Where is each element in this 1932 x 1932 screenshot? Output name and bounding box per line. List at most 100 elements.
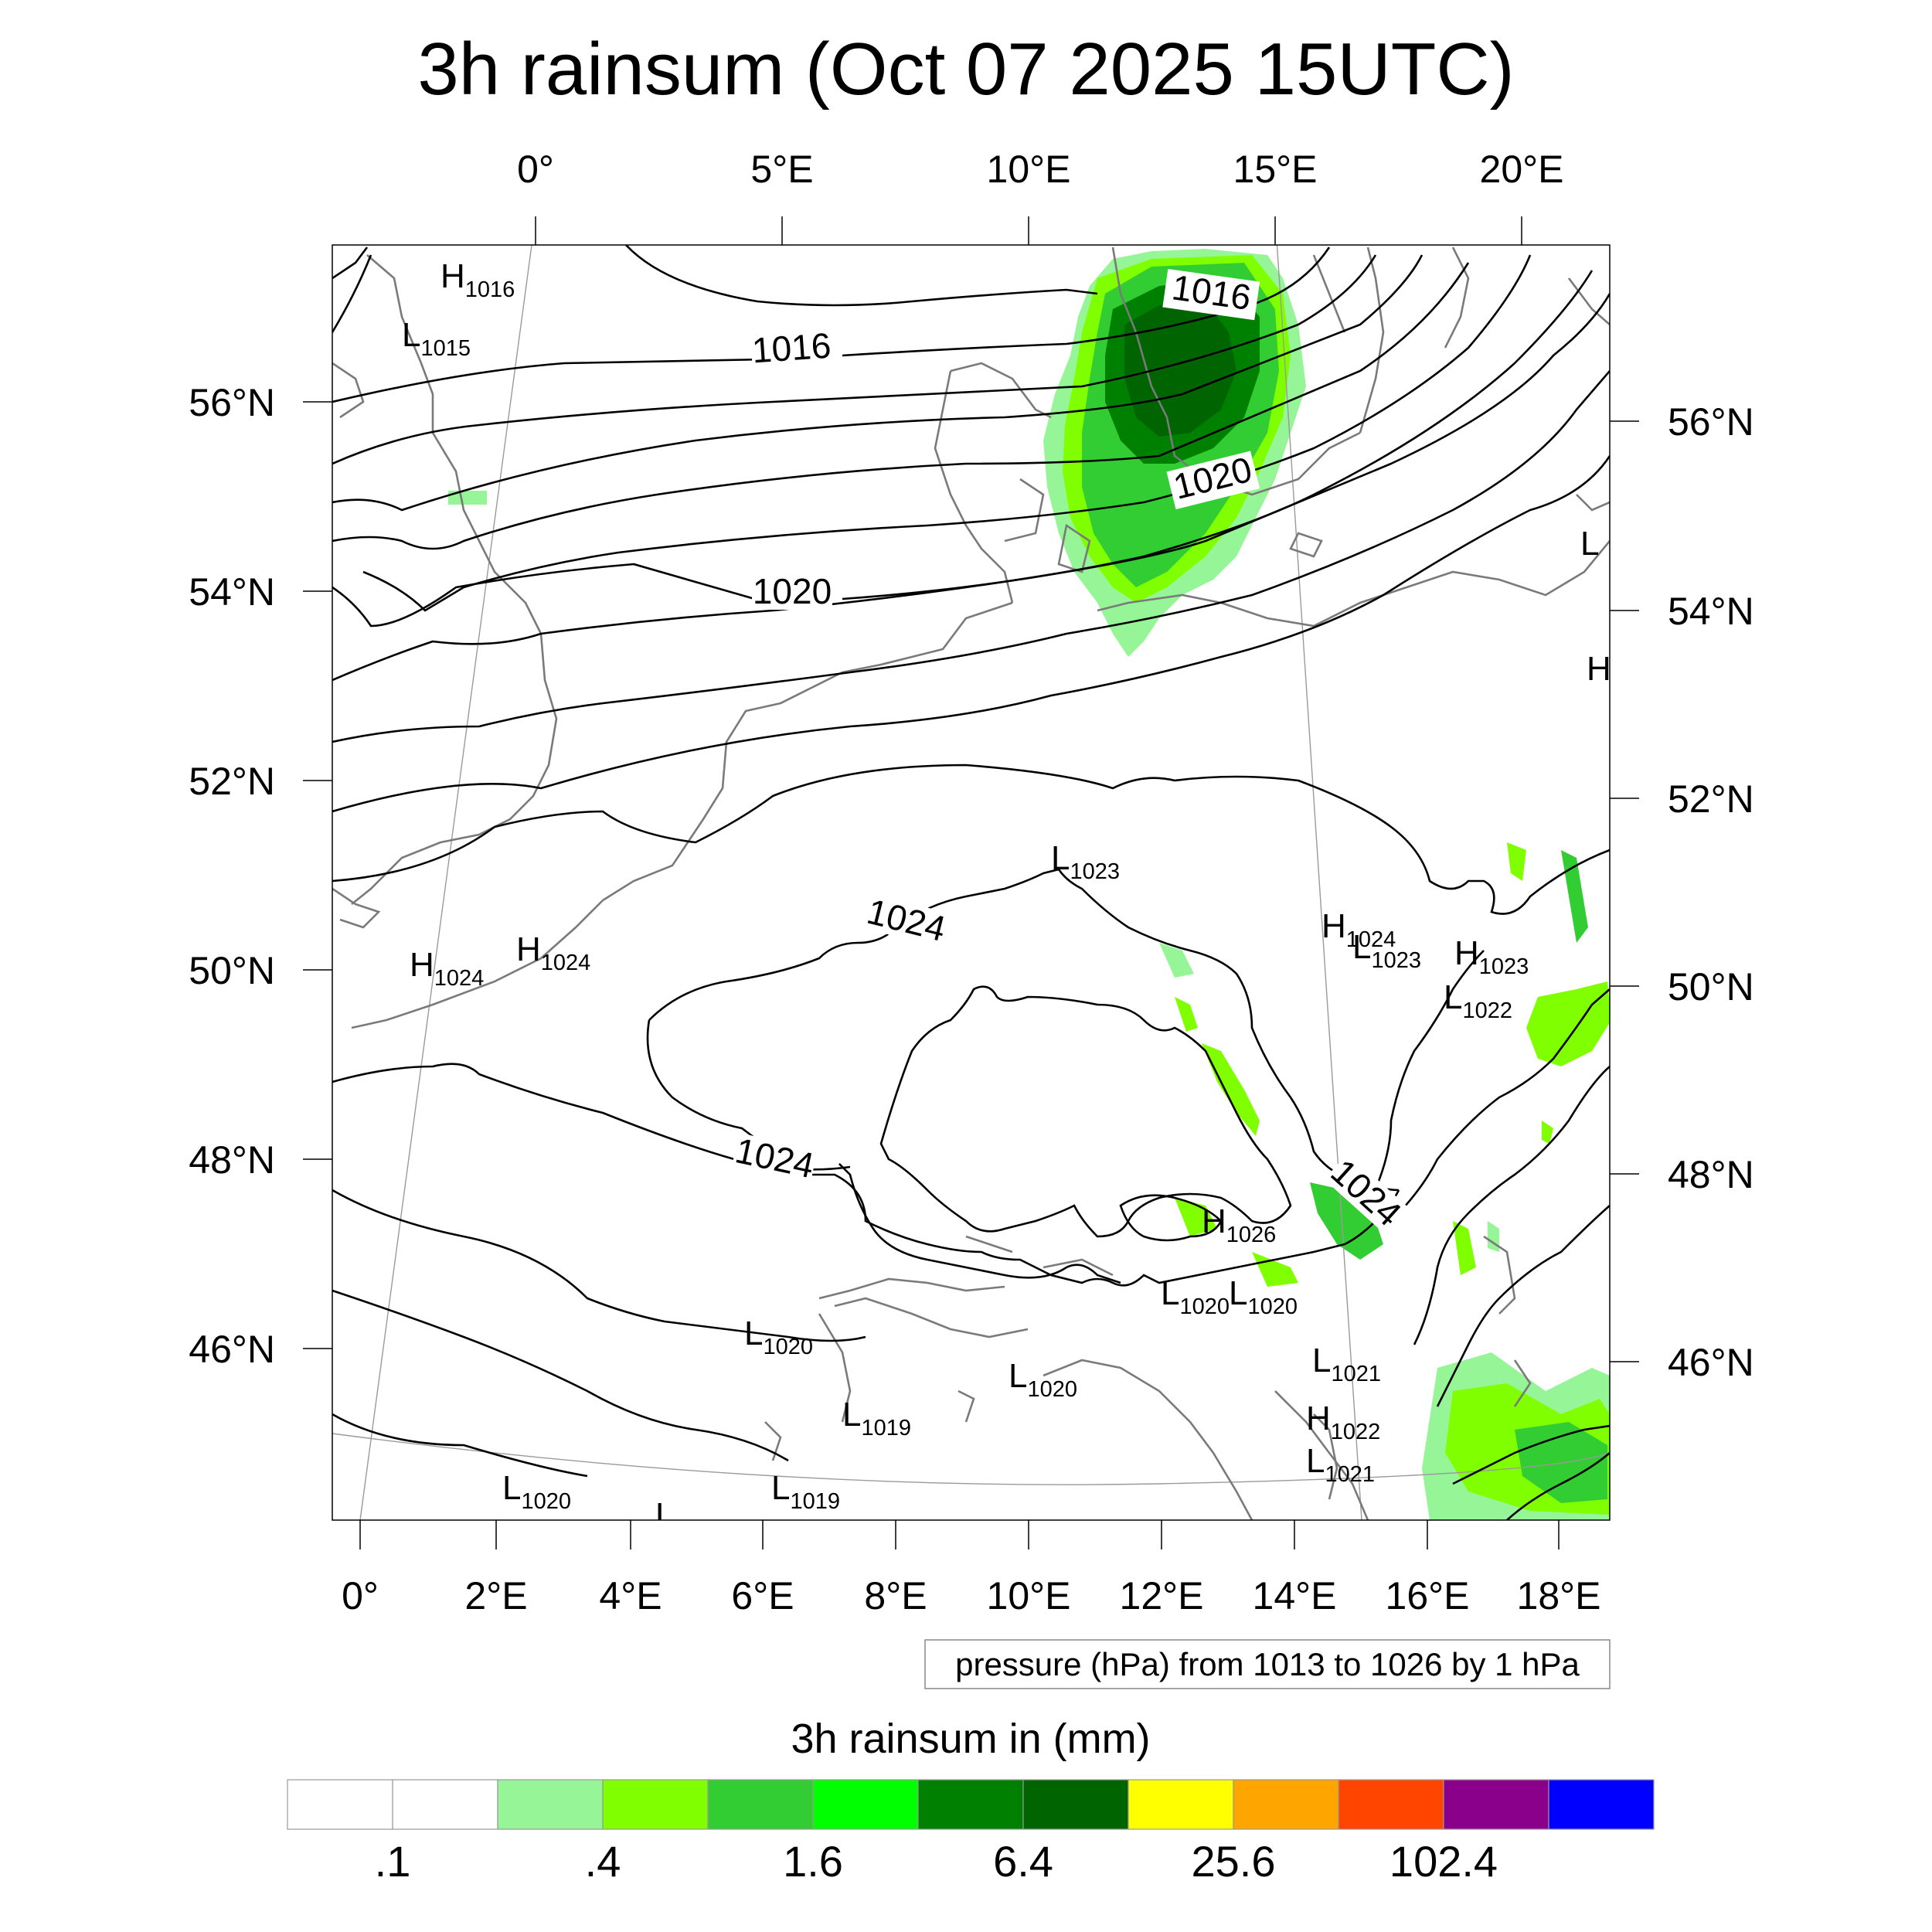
pressure-center-label: L1019 (842, 1396, 911, 1440)
pressure-center-label: L1023 (1352, 928, 1421, 973)
pressure-center-label: H1023 (1454, 934, 1529, 979)
rain-patch-central (1175, 1198, 1217, 1236)
pressure-center-label: L1015 (402, 316, 471, 361)
rain-patch-east (1542, 1121, 1553, 1144)
colorbar-swatch (917, 1779, 1024, 1830)
map-area (332, 245, 1610, 1520)
info-box: pressure (hPa) from 1013 to 1026 by 1 hP… (924, 1639, 1611, 1689)
tick-label: 56°N (1668, 400, 1754, 444)
tick-label: 46°N (189, 1328, 275, 1371)
left-ticks (303, 401, 332, 1349)
rain-patch-central (1202, 1043, 1260, 1136)
rain-patch (448, 491, 487, 505)
pressure-center-label: L1020 (502, 1469, 571, 1514)
tick-label: 48°N (1668, 1153, 1754, 1196)
isobar-label: 1020 (753, 571, 832, 611)
colorbar-swatch (1338, 1779, 1444, 1830)
rain-patch-east (1507, 842, 1526, 881)
pressure-center-label: H1024 (410, 946, 484, 991)
pressure-centers: H1016 L1015 L1023 H1024 H1024 H1024 L102… (402, 257, 1611, 1520)
tick-label: 8°E (864, 1574, 927, 1617)
pressure-center-label: L1020 (744, 1315, 813, 1359)
left-lat-labels: 56°N 54°N 52°N 50°N 48°N 46°N (189, 381, 275, 1371)
pressure-center-label: L1023 (1051, 839, 1120, 884)
colorbar-label: 6.4 (993, 1837, 1053, 1886)
colorbar-swatch (392, 1779, 498, 1830)
tick-label: 5°E (750, 148, 813, 191)
pressure-center-label: L1021 (1306, 1442, 1375, 1487)
colorbar-swatch (812, 1779, 919, 1830)
rain-patch-east (1561, 850, 1588, 943)
colorbar-swatch (497, 1779, 604, 1830)
pressure-center-label: L1022 (1444, 978, 1512, 1023)
tick-label: 16°E (1386, 1574, 1470, 1617)
pressure-center-label: L1019 (771, 1469, 840, 1514)
right-lat-labels: 56°N 54°N 52°N 50°N 48°N 46°N (1668, 400, 1754, 1384)
colorbar (287, 1779, 1655, 1830)
pressure-center-label: H1026 (1202, 1202, 1276, 1247)
top-lon-labels: 0° 5°E 10°E 15°E 20°E (517, 148, 1563, 191)
colorbar-label: .4 (585, 1837, 621, 1886)
tick-label: 50°N (1668, 965, 1754, 1009)
pressure-center-label: L1020 (1009, 1357, 1077, 1402)
tick-label: 54°N (189, 570, 275, 614)
tick-label: 4°E (599, 1574, 662, 1617)
tick-label: 14°E (1253, 1574, 1337, 1617)
tick-label: 10°E (987, 148, 1071, 191)
rain-patch-se (1453, 1221, 1476, 1275)
tick-label: 2°E (464, 1574, 527, 1617)
info-box-text: pressure (hPa) from 1013 to 1026 by 1 hP… (955, 1646, 1580, 1682)
map-title: 3h rainsum (Oct 07 2025 15UTC) (417, 28, 1514, 111)
coastlines (332, 247, 1610, 1520)
tick-label: 56°N (189, 381, 275, 424)
rain-darkest-north (1124, 301, 1236, 437)
rain-patch-central (1252, 1252, 1298, 1287)
tick-label: 52°N (189, 760, 275, 803)
top-ticks (535, 216, 1522, 245)
rain-patch-se (1488, 1221, 1499, 1252)
bottom-lon-labels: 0° 2°E 4°E 6°E 8°E 10°E 12°E 14°E 16°E 1… (342, 1574, 1600, 1617)
tick-label: 0° (342, 1574, 379, 1617)
colorbar-label: 1.6 (783, 1837, 843, 1886)
isobar-label: 1016 (750, 325, 832, 371)
colorbar-swatch (287, 1779, 393, 1830)
pressure-center-label: H1024 (1321, 907, 1396, 952)
colorbar-swatch (602, 1779, 709, 1830)
graticule (332, 245, 1610, 1520)
pressure-center-label: H1016 (440, 257, 515, 302)
colorbar-swatch (1128, 1779, 1234, 1830)
colorbar-title: 3h rainsum in (mm) (791, 1716, 1150, 1762)
pressure-center-label: L1020 (1161, 1274, 1230, 1319)
colorbar-labels: .1 .4 1.6 6.4 25.6 102.4 (375, 1837, 1498, 1886)
map-frame (332, 244, 1611, 1521)
rain-patch-central (1310, 1182, 1383, 1260)
pressure-center-label: H1024 (516, 930, 590, 975)
colorbar-label: .1 (375, 1837, 411, 1886)
colorbar-swatch (1233, 1779, 1339, 1830)
colorbar-label: 25.6 (1192, 1837, 1276, 1886)
rain-patch-central (1159, 943, 1194, 978)
tick-label: 12°E (1120, 1574, 1204, 1617)
tick-label: 18°E (1517, 1574, 1601, 1617)
pressure-center-label: H1022 (1306, 1400, 1380, 1444)
isobars (332, 245, 1610, 1520)
edge-label: H (1587, 650, 1611, 688)
tick-label: 54°N (1668, 590, 1754, 633)
tick-label: 20°E (1480, 148, 1564, 191)
colorbar-swatch (707, 1779, 814, 1830)
pressure-center-label: L1020 (1229, 1274, 1298, 1319)
tick-label: 52°N (1668, 777, 1754, 821)
isobar-label: 1024 (732, 1130, 818, 1185)
colorbar-swatch (1022, 1779, 1129, 1830)
tick-label: 0° (517, 148, 554, 191)
edge-label: L (1580, 525, 1599, 563)
pressure-center-label: L1021 (1312, 1342, 1381, 1386)
tick-label: 50°N (189, 949, 275, 992)
colorbar-label: 102.4 (1389, 1837, 1498, 1886)
tick-label: 46°N (1668, 1341, 1754, 1384)
rain-field (448, 249, 1610, 1520)
colorbar-swatch (1443, 1779, 1549, 1830)
tick-label: 6°E (731, 1574, 794, 1617)
tick-label: 48°N (189, 1138, 275, 1182)
